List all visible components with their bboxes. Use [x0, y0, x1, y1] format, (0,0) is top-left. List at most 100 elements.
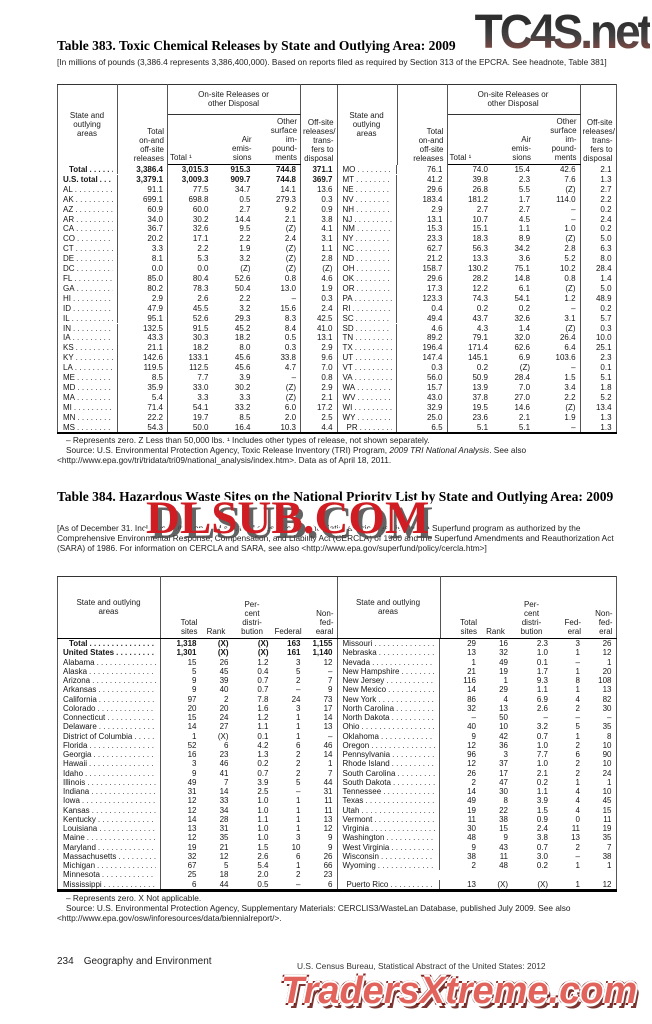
table-row [337, 870, 616, 879]
cell-value: 25.0 [397, 412, 448, 423]
row-label: Nebraska . . . . . . . . . . . . . . . .… [338, 648, 440, 658]
cell-value: 43.0 [397, 392, 448, 403]
cell-value: 1 [296, 796, 301, 806]
cell-value: 142.6 [117, 353, 168, 364]
table-row: NH . . . . . . . . . . . . . . . . . . .… [337, 204, 616, 215]
row-label: MD . . . . . . . . . . . . . . . . . . .… [58, 382, 118, 393]
table-row: ID . . . . . . . . . . . . . . . . . . .… [58, 303, 337, 314]
cell-value: 26 [602, 639, 612, 648]
cell-value: 4 [575, 805, 580, 815]
row-label: CA . . . . . . . . . . . . . . . . . . .… [58, 224, 118, 235]
row-label: Oregon . . . . . . . . . . . . . . . . .… [338, 740, 440, 750]
table-383: State and outlying areas Total on-and of… [57, 84, 617, 435]
row-label: U.S. total . . . . . . . . . . . . . . .… [58, 174, 118, 185]
cell-value: 0.2 [257, 759, 269, 769]
cell-value: 6.0 [254, 402, 302, 413]
row-label: CO . . . . . . . . . . . . . . . . . . .… [58, 234, 118, 245]
row-label: North Carolina . . . . . . . . . . . . .… [338, 703, 440, 713]
cell-value: 19.5 [472, 402, 489, 412]
cell-value: 76.1 [397, 164, 448, 175]
cell-value: 11 [499, 851, 508, 861]
cell-value: 24 [602, 768, 612, 778]
cell-value: 43 [499, 842, 508, 852]
table-row: NJ . . . . . . . . . . . . . . . . . . .… [337, 214, 616, 225]
cell-value: 4 [575, 694, 580, 704]
table-row: TN . . . . . . . . . . . . . . . . . . .… [337, 333, 616, 344]
cell-value: 18.2 [234, 333, 251, 343]
cell-value: (X) [217, 648, 229, 658]
table-row: KS . . . . . . . . . . . . . . . . . . .… [58, 343, 337, 354]
cell-value: 2.7 [476, 204, 489, 214]
cell-value: 11 [324, 796, 333, 806]
cell-value: 22 [499, 805, 508, 815]
table-row: Colorado . . . . . . . . . . . . . . . .… [58, 703, 337, 713]
cell-value: 21.2 [397, 254, 448, 265]
cell-value: 371.1 [312, 164, 333, 174]
cell-value: 1 [607, 777, 612, 787]
cell-value: 38 [499, 814, 508, 824]
row-label: Kansas . . . . . . . . . . . . . . . . .… [58, 805, 161, 815]
cell-value: 15 [187, 657, 197, 667]
table-row: U.S. total . . . . . . . . . . . . . . .… [58, 174, 337, 185]
cell-value: 7 [328, 768, 333, 778]
row-label: Missouri . . . . . . . . . . . . . . . .… [338, 639, 440, 649]
row-label: MI . . . . . . . . . . . . . . . . . . .… [58, 402, 118, 413]
cell-value: 29.6 [397, 184, 448, 195]
cell-value: 12 [602, 648, 612, 658]
cell-value: 45.2 [234, 323, 251, 333]
row-label: Washington . . . . . . . . . . . . . . .… [338, 833, 440, 843]
table-383-title: Table 383. Toxic Chemical Releases by St… [57, 38, 456, 53]
table-row: WI . . . . . . . . . . . . . . . . . . .… [337, 402, 616, 413]
table-row: Connecticut . . . . . . . . . . . . . . … [58, 713, 337, 723]
table-row: OK . . . . . . . . . . . . . . . . . . .… [337, 273, 616, 284]
row-label: Hawaii . . . . . . . . . . . . . . . . .… [58, 759, 161, 769]
table-384-headnote: [As of December 31. Includes both propos… [57, 523, 614, 553]
cell-value: 2 [471, 777, 476, 787]
cell-value: 32.6 [192, 224, 209, 234]
row-label: FL . . . . . . . . . . . . . . . . . . .… [58, 273, 118, 284]
cell-value: 7.7 [197, 373, 209, 383]
cell-value: 2 [575, 759, 580, 769]
cell-value: – [575, 657, 580, 667]
cell-value: 1.2 [257, 713, 269, 722]
table-row: OH . . . . . . . . . . . . . . . . . . .… [337, 264, 616, 274]
cell-value: 1 [575, 666, 580, 676]
cell-value: 23 [323, 870, 333, 880]
row-label: DC . . . . . . . . . . . . . . . . . . .… [58, 264, 118, 274]
row-label: Colorado . . . . . . . . . . . . . . . .… [58, 703, 161, 713]
cell-value: 28 [219, 814, 229, 824]
table-row: PA . . . . . . . . . . . . . . . . . . .… [337, 293, 616, 304]
cell-value: 0.2 [476, 363, 489, 373]
cell-value: 8 [503, 796, 508, 806]
cell-value: 2 [575, 740, 580, 750]
cell-value: 13 [571, 833, 580, 843]
row-label: Alabama . . . . . . . . . . . . . . . . … [58, 657, 161, 667]
cell-value: 3.2 [239, 303, 251, 313]
row-label: WI . . . . . . . . . . . . . . . . . . .… [338, 402, 398, 413]
cell-value: 3,386.4 [117, 164, 168, 175]
cell-value: 35 [219, 833, 229, 843]
cell-value: 1.0 [257, 833, 269, 843]
cell-value: 48 [499, 861, 508, 870]
cell-value: 5.0 [600, 283, 612, 293]
col-header-federal: Federal [272, 576, 305, 639]
cell-value: 0.3 [321, 293, 333, 303]
cell-value: 0 [575, 814, 580, 824]
cell-value: 10 [499, 722, 508, 732]
cell-value: 3.1 [534, 313, 581, 324]
col-header-total-releases: Total on-and off-site releases [117, 84, 168, 165]
cell-value: 35.9 [117, 382, 168, 393]
table-row: Total . . . . . . . . . . . . . . . . . … [58, 164, 337, 175]
cell-value: 48 [467, 833, 476, 843]
cell-value: 2.4 [536, 824, 548, 833]
row-label: NV . . . . . . . . . . . . . . . . . . .… [338, 194, 398, 205]
table-row: New Hampshire . . . . . . . . . . . . . … [337, 666, 616, 676]
cell-value: 43.7 [472, 313, 489, 323]
cell-value: 6 [296, 740, 301, 750]
cell-value: 2.1 [536, 768, 548, 778]
cell-value: – [534, 303, 581, 314]
table-row: IL . . . . . . . . . . . . . . . . . . .… [58, 313, 337, 324]
cell-value: 1 [296, 814, 301, 824]
cell-value: 183.4 [397, 194, 448, 205]
cell-value: 2.1 [600, 164, 612, 174]
